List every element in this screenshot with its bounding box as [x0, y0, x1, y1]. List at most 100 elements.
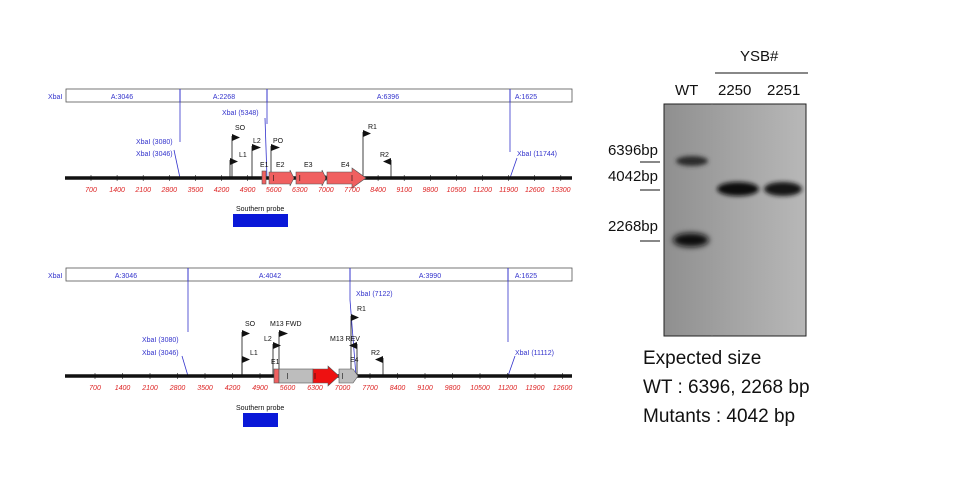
gel-band-wt-6396 [676, 156, 708, 166]
lane-label-2250: 2250 [718, 82, 752, 99]
tick-label: 2800 [161, 187, 178, 194]
segment-box [65, 88, 573, 103]
probe-label: Southern probe [236, 405, 284, 412]
xbai-site-label: XbaI (7122) [356, 291, 393, 298]
tick-label: 9100 [396, 187, 412, 194]
tick-label: 1400 [115, 385, 131, 392]
tick-label: 7000 [318, 187, 334, 194]
expected-mutants: Mutants : 4042 bp [643, 406, 796, 427]
primer-label: R1 [368, 124, 377, 131]
tick-label: 7700 [362, 385, 378, 392]
xbai-site-label: XbaI (3080) [142, 337, 179, 344]
xbai-site-label: XbaI (3046) [142, 350, 179, 357]
probe-label: Southern probe [236, 206, 284, 213]
tick-label: 7700 [344, 187, 360, 194]
tick-label: 11900 [526, 385, 545, 392]
tick-label: 10500 [470, 385, 490, 392]
tick-label: 5600 [280, 385, 296, 392]
tick-label: 1400 [109, 187, 125, 194]
tick-label: 4200 [225, 385, 241, 392]
tick-labels: 700 1400 2100 2800 3500 4200 4900 5600 6300 7000 7… [89, 373, 572, 392]
tick-label: 9800 [445, 385, 461, 392]
tick-labels: 700 1400 2100 2800 3500 4200 4900 5600 6300 7000 7… [85, 175, 571, 194]
tick-label: 6300 [292, 187, 308, 194]
lane-label-wt: WT [675, 82, 699, 99]
xbai-site-label: XbaI (3046) [136, 151, 173, 158]
segment-label: A:3990 [419, 273, 441, 280]
xbai-site-label: XbaI (3080) [136, 139, 173, 146]
tick-label: 7000 [335, 385, 351, 392]
exon-label: E4 [341, 162, 350, 169]
xbai-site-label: XbaI (5348) [222, 110, 259, 117]
primer-label: M13 FWD [270, 321, 302, 328]
primer-label: R2 [371, 350, 380, 357]
primer-label: L2 [264, 336, 272, 343]
exon-label: E2 [276, 162, 285, 169]
tick-label: 3500 [197, 385, 213, 392]
tick-label: 3500 [188, 187, 204, 194]
tick-label: 13300 [551, 187, 571, 194]
tick-label: 2100 [141, 385, 158, 392]
tick-label: 9100 [417, 385, 433, 392]
segment-label: A:3046 [115, 273, 137, 280]
gene-exons [261, 167, 367, 189]
primer-label: SO [245, 321, 256, 328]
xbal-left-label: XbaI [48, 273, 62, 280]
segment-box [65, 267, 573, 282]
xbal-left-label: XbaI [48, 94, 62, 101]
southern-probe [243, 413, 278, 427]
primer-label: PO [273, 138, 284, 145]
marker-label-4042: 4042bp [607, 168, 658, 185]
tick-label: 11200 [473, 187, 492, 194]
exon-label: E3 [304, 162, 313, 169]
tick-label: 4200 [214, 187, 230, 194]
tick-label: 700 [89, 385, 101, 392]
segment-label: A:3046 [111, 94, 133, 101]
primer-label: L2 [253, 138, 261, 145]
tick-label: 11200 [498, 385, 517, 392]
exon-label: E1 [271, 359, 280, 366]
gel-band-2250-4042 [717, 182, 759, 196]
tick-label: 4900 [240, 187, 256, 194]
tick-label: 2100 [134, 187, 151, 194]
segment-label: A:6396 [377, 94, 399, 101]
insert-cassette [273, 365, 359, 387]
tick-label: 700 [85, 187, 97, 194]
tick-label: 2800 [169, 385, 186, 392]
primer-label: L1 [239, 152, 247, 159]
primer-label: R2 [380, 152, 389, 159]
tick-label: 12600 [525, 187, 545, 194]
tick-label: 11900 [499, 187, 518, 194]
segment-label: A:1625 [515, 94, 537, 101]
tick-label: 10500 [447, 187, 467, 194]
gel-band-wt-2268 [673, 233, 709, 247]
tick-label: 8400 [390, 385, 406, 392]
tick-label: 6300 [307, 385, 323, 392]
xbai-site-label: XbaI (11112) [515, 350, 554, 357]
primer-label: L1 [250, 350, 258, 357]
segment-label: A:1625 [515, 273, 537, 280]
tick-label: 12600 [553, 385, 573, 392]
tick-label: 4900 [252, 385, 268, 392]
marker-label-6396: 6396bp [607, 142, 658, 159]
primer-label: SO [235, 125, 246, 132]
primer-label: M13 REV [330, 336, 360, 343]
tick-label: 5600 [266, 187, 282, 194]
map-mutant: XbaI A:3046 A:4042 A:3990 A:1625 XbaI (3… [48, 267, 573, 427]
exon-label: E4 [350, 357, 359, 364]
expected-title: Expected size [643, 348, 762, 369]
lane-label-2251: 2251 [767, 82, 801, 99]
southern-blot-gel [640, 72, 808, 337]
marker-label-2268: 2268bp [607, 218, 658, 235]
ysb-group-label: YSB# [740, 48, 779, 65]
gel-band-2251-4042 [764, 182, 802, 196]
tick-label: 9800 [423, 187, 439, 194]
tick-label: 8400 [370, 187, 386, 194]
southern-probe [233, 214, 288, 227]
expected-size-note: Expected size WT : 6396, 2268 bp Mutants… [643, 344, 810, 431]
primer-label: R1 [357, 306, 366, 313]
exon-label: E1 [260, 162, 269, 169]
xbai-site-label: XbaI (11744) [517, 151, 557, 158]
expected-wt: WT : 6396, 2268 bp [643, 377, 810, 398]
